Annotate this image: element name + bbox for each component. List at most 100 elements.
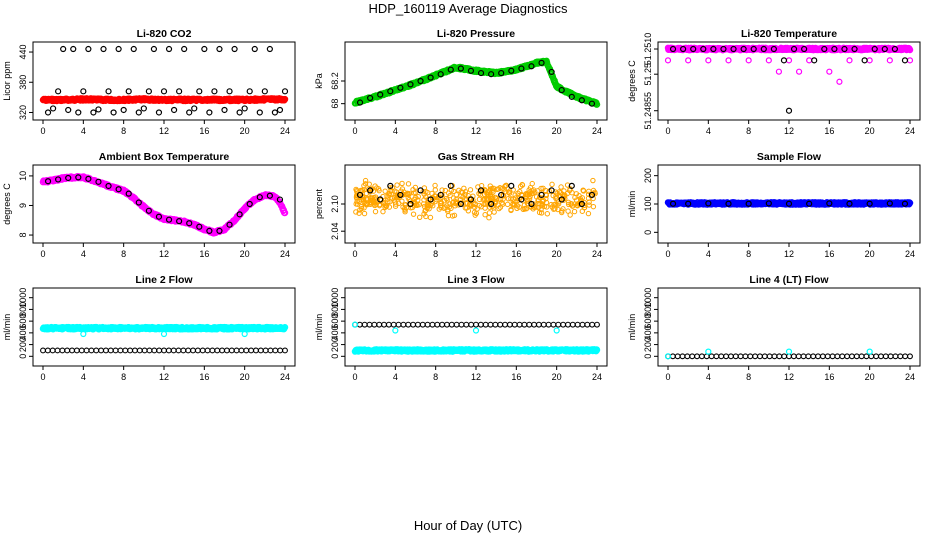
x-tick-label: 24 [280,372,290,382]
data-point [122,347,129,354]
page-title: HDP_160119 Average Diagnostics [368,1,568,16]
data-point [105,88,112,95]
panel-title: Line 2 Flow [135,274,193,286]
plot-marks [39,173,289,237]
data-point [472,212,478,218]
data-point [107,347,114,354]
data-point [110,109,117,116]
data-point [471,209,478,216]
data-point [261,88,268,95]
data-point [420,201,427,207]
data-point [226,221,233,228]
data-point [534,188,541,194]
data-point [514,203,521,209]
data-point [211,88,218,95]
data-point [272,347,279,354]
data-point [846,57,853,64]
data-point [512,192,518,198]
y-tick-label: 200 [18,337,28,352]
y-tick-label: 320 [18,105,28,120]
data-point [415,193,421,200]
data-point [55,88,62,95]
data-point [135,199,142,206]
data-point [451,212,458,219]
x-tick-label: 0 [40,126,45,136]
data-point [151,347,158,354]
x-tick-label: 20 [865,249,875,259]
data-point [457,65,464,72]
data-point [256,109,263,116]
data-point [705,200,712,207]
data-point [407,81,414,88]
data-point [529,188,535,194]
y-axis-label: Licor ppm [2,61,12,101]
data-point [528,200,535,208]
series-temp-raw-low [664,57,914,85]
y-axis-label: kPa [314,73,324,89]
data-point [474,206,480,212]
y-tick-label: 68 [330,99,340,109]
series-temp [39,173,289,237]
data-point [75,109,82,116]
data-point [785,107,793,114]
data-point [353,209,359,215]
data-point [185,347,192,354]
x-tick-label: 4 [81,249,86,259]
data-point [132,347,138,354]
x-tick-label: 16 [824,249,834,259]
data-point [538,210,545,216]
x-tick-label: 12 [159,249,169,259]
data-point [486,210,493,216]
data-point [533,204,539,210]
data-point [886,200,893,207]
data-point [55,176,62,183]
data-point [555,201,562,207]
data-point [566,201,572,208]
data-point [836,78,843,85]
data-point [356,210,362,216]
data-point [532,189,538,195]
data-point [866,200,873,207]
data-point [422,194,429,200]
data-point [484,191,490,197]
data-point [372,199,378,205]
data-point [881,45,888,53]
x-tick-label: 8 [121,372,126,382]
data-point [186,109,193,116]
data-point [125,88,132,95]
y-tick-label: 100 [643,196,653,211]
data-point [549,181,555,188]
data-point [700,45,707,53]
data-point [465,208,472,214]
panel-title: Sample Flow [757,151,822,163]
data-point [44,347,51,354]
data-point [432,182,438,189]
y-tick-label: 400 [18,325,28,340]
data-point [467,196,475,203]
x-tick-label: 0 [352,126,357,136]
data-point [685,200,692,207]
data-point [257,347,264,354]
data-point [246,200,253,208]
data-point [367,94,374,102]
data-point [170,347,177,354]
data-point [196,223,203,230]
data-point [367,187,374,194]
data-point [282,347,288,354]
data-point [277,347,284,354]
x-tick-label: 12 [784,126,794,136]
data-point [437,191,444,199]
data-point [577,195,584,202]
data-point [165,347,172,354]
x-tick-label: 0 [40,372,45,382]
data-point [588,191,596,199]
data-point [795,68,803,75]
data-point [98,347,105,354]
data-point [145,88,152,95]
data-point [866,57,873,64]
data-point [500,201,506,207]
x-tick-label: 8 [433,126,438,136]
x-tick-label: 4 [706,249,711,259]
data-point [49,105,57,112]
data-point [750,45,757,53]
